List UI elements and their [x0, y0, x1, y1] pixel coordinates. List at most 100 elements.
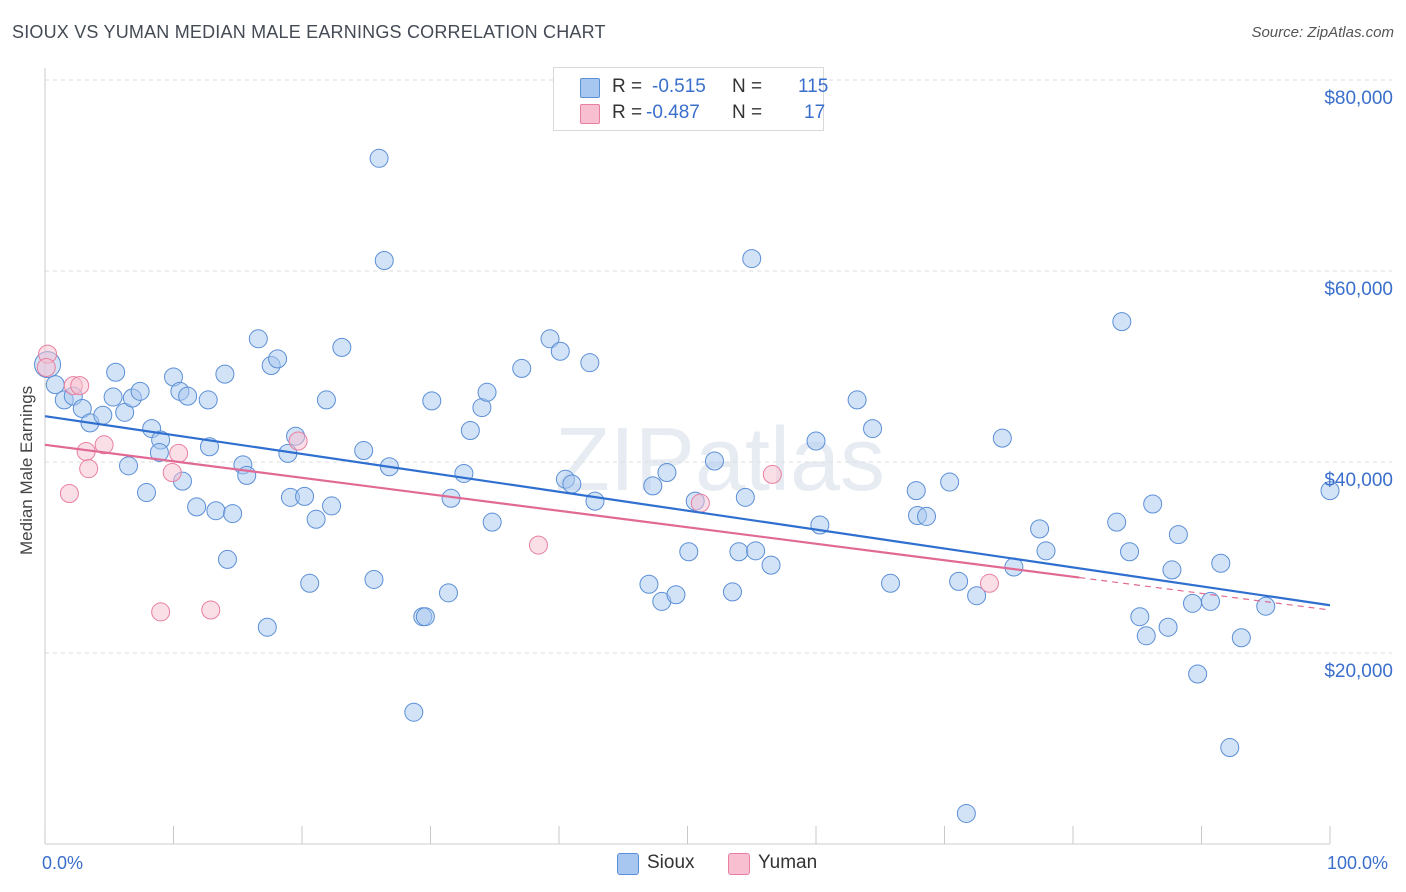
point-yuman	[79, 459, 99, 479]
legend-n-value: 17	[804, 102, 826, 123]
point-sioux	[657, 463, 677, 483]
point-sioux	[956, 803, 976, 823]
point-sioux	[722, 582, 742, 602]
point-yuman	[59, 484, 79, 504]
point-sioux	[1143, 494, 1163, 514]
point-sioux	[206, 501, 226, 521]
point-sioux	[1256, 596, 1276, 616]
point-sioux	[847, 390, 867, 410]
point-sioux	[316, 390, 336, 410]
y-tick-labels: $20,000 $40,000 $60,000 $80,000	[1324, 88, 1393, 682]
point-yuman	[70, 376, 90, 396]
point-sioux	[992, 428, 1012, 448]
point-sioux	[137, 483, 157, 503]
point-sioux	[248, 329, 268, 349]
trend-line-sioux	[44, 415, 1331, 607]
point-sioux	[103, 387, 123, 407]
point-sioux	[119, 456, 139, 476]
point-yuman	[94, 435, 114, 455]
point-sioux	[130, 381, 150, 401]
point-sioux	[512, 358, 532, 378]
point-sioux	[1162, 560, 1182, 580]
trend-line-yuman	[44, 443, 1080, 579]
trend-extension-yuman	[1079, 576, 1331, 611]
point-sioux	[1200, 591, 1220, 611]
point-yuman	[528, 535, 548, 555]
point-yuman	[151, 602, 171, 622]
y-tick-label: $20,000	[1324, 661, 1393, 682]
point-sioux	[643, 476, 663, 496]
point-sioux	[178, 386, 198, 406]
point-sioux	[374, 250, 394, 270]
point-yuman	[288, 431, 308, 451]
trend-lines	[44, 415, 1331, 611]
point-sioux	[679, 542, 699, 562]
point-sioux	[742, 249, 762, 269]
x-tick-left: 0.0%	[42, 853, 84, 873]
legend-label-sioux: Sioux	[647, 852, 695, 873]
point-sioux	[1211, 553, 1231, 573]
legend-r-label: R =	[612, 102, 643, 123]
point-sioux	[460, 420, 480, 440]
point-sioux	[268, 349, 288, 369]
point-sioux	[1188, 664, 1208, 684]
legend-swatch-sioux	[580, 78, 600, 98]
point-sioux	[404, 702, 424, 722]
point-sioux	[93, 405, 113, 425]
y-tick-label: $80,000	[1324, 88, 1393, 109]
point-sioux	[585, 491, 605, 511]
point-sioux	[666, 585, 686, 605]
point-sioux	[187, 497, 207, 517]
point-sioux	[1120, 542, 1140, 562]
point-sioux	[967, 586, 987, 606]
gridlines	[45, 79, 1392, 654]
point-sioux	[322, 496, 342, 516]
legend-n-label: N =	[732, 102, 763, 123]
point-yuman	[169, 443, 189, 463]
point-sioux	[199, 437, 219, 457]
point-sioux	[639, 574, 659, 594]
point-sioux	[300, 573, 320, 593]
legend-r-value: -0.515	[652, 76, 706, 97]
point-sioux	[1036, 541, 1056, 561]
point-sioux	[917, 506, 937, 526]
point-sioux	[540, 329, 560, 349]
correlation-legend: R = -0.515 N = 115 R = -0.487 N = 17	[553, 67, 828, 131]
point-sioux	[354, 441, 374, 461]
point-sioux	[881, 573, 901, 593]
point-sioux	[482, 512, 502, 532]
point-sioux	[949, 571, 969, 591]
point-sioux	[806, 431, 826, 451]
legend-n-value: 115	[798, 76, 829, 97]
point-sioux	[735, 487, 755, 507]
point-sioux	[580, 353, 600, 373]
point-sioux	[369, 148, 389, 168]
legend-r-label: R =	[612, 76, 643, 97]
y-tick-label: $40,000	[1324, 470, 1393, 491]
point-sioux	[106, 362, 126, 382]
data-points	[34, 148, 1340, 823]
legend-r-value: -0.487	[646, 102, 700, 123]
point-yuman	[690, 493, 710, 513]
point-sioux	[1130, 607, 1150, 627]
point-sioux	[761, 555, 781, 575]
point-sioux	[332, 337, 352, 357]
point-sioux	[1112, 312, 1132, 332]
point-sioux	[215, 364, 235, 384]
axes	[44, 68, 1331, 845]
point-sioux	[198, 390, 218, 410]
point-sioux	[223, 504, 243, 524]
point-sioux	[295, 486, 315, 506]
point-sioux	[257, 617, 277, 637]
point-yuman	[762, 464, 782, 484]
legend-swatch-yuman	[728, 853, 750, 875]
point-sioux	[1107, 512, 1127, 532]
point-sioux	[415, 607, 435, 627]
legend-swatch-yuman	[580, 104, 600, 124]
point-sioux	[1220, 738, 1240, 758]
point-sioux	[1168, 525, 1188, 545]
point-sioux	[364, 569, 384, 589]
point-sioux	[422, 391, 442, 411]
point-sioux	[1030, 519, 1050, 539]
